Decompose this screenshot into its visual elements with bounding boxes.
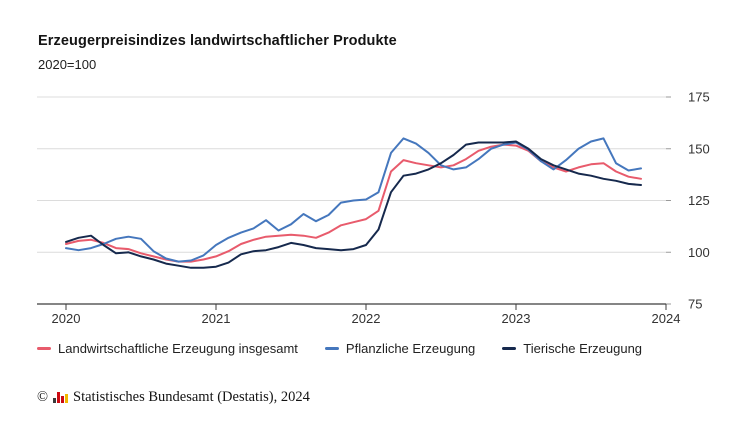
- series-line-insgesamt[interactable]: [65, 143, 642, 263]
- x-tick-label: 2021: [202, 311, 231, 326]
- series-line-pflanzliche[interactable]: [65, 137, 642, 263]
- y-tick-label: 175: [688, 90, 710, 105]
- x-tick-label: 2023: [502, 311, 531, 326]
- y-tick-label: 75: [688, 297, 702, 312]
- x-tick-label: 2022: [352, 311, 381, 326]
- legend-label-tierische: Tierische Erzeugung: [523, 341, 643, 356]
- copyright-symbol: ©: [37, 389, 49, 405]
- source-text: Statistisches Bundesamt (Destatis), 2024: [73, 389, 310, 405]
- chart-legend: Landwirtschaftliche Erzeugung insgesamt …: [37, 341, 642, 356]
- series-line-tierische[interactable]: [65, 140, 642, 269]
- chart-subtitle: 2020=100: [38, 57, 97, 72]
- legend-dash-insgesamt-icon: [37, 347, 51, 350]
- legend-item-insgesamt[interactable]: Landwirtschaftliche Erzeugung insgesamt: [37, 341, 298, 356]
- legend-dash-tierische-icon: [502, 347, 517, 350]
- source-line: © Statistisches Bundesamt (Destatis), 20…: [37, 389, 310, 406]
- legend-label-pflanzliche: Pflanzliche Erzeugung: [345, 341, 476, 356]
- x-tick-label: 2024: [652, 311, 681, 326]
- legend-label-insgesamt: Landwirtschaftliche Erzeugung insgesamt: [58, 341, 298, 356]
- destatis-logo-icon: [53, 391, 69, 404]
- legend-dash-pflanzliche-icon: [324, 347, 339, 350]
- line-chart: 75 100 125 150 175 2020 2021 2022 2023 2024: [37, 90, 710, 326]
- y-tick-label: 100: [688, 245, 710, 260]
- y-tick-label: 150: [688, 141, 710, 156]
- chart-title: Erzeugerpreisindizes landwirtschaftliche…: [38, 33, 397, 49]
- y-tick-label: 125: [688, 193, 710, 208]
- legend-item-pflanzliche[interactable]: Pflanzliche Erzeugung: [324, 341, 476, 356]
- x-tick-label: 2020: [52, 311, 81, 326]
- legend-item-tierische[interactable]: Tierische Erzeugung: [502, 341, 642, 356]
